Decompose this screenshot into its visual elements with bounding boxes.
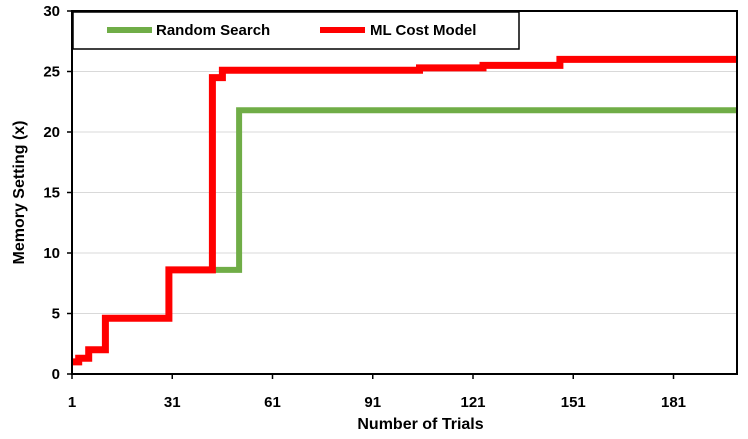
x-tick-label: 1 (68, 394, 76, 411)
y-tick-label: 10 (43, 245, 60, 262)
x-axis-title: Number of Trials (357, 416, 483, 433)
y-tick-label: 30 (43, 3, 60, 20)
y-tick-label: 0 (52, 366, 60, 383)
legend-label: Random Search (156, 22, 270, 39)
x-tick-label: 151 (561, 394, 586, 411)
x-tick-label: 121 (460, 394, 485, 411)
x-tick-label: 61 (264, 394, 281, 411)
y-tick-label: 15 (43, 185, 60, 202)
legend: Random Search ML Cost Model (72, 11, 520, 50)
y-tick-label: 25 (43, 64, 60, 81)
y-tick-label: 5 (52, 306, 60, 323)
series-layer (72, 55, 737, 366)
series-line-ml-cost-model (72, 55, 737, 366)
x-tick-label: 91 (364, 394, 381, 411)
legend-label: ML Cost Model (370, 22, 476, 39)
y-axis-title: Memory Setting (x) (11, 120, 28, 264)
y-tick-label: 20 (43, 124, 60, 141)
ticks: 0 5 10 15 20 25 30 1 31 61 91 121 151 181 (43, 3, 686, 411)
x-tick-label: 31 (164, 394, 181, 411)
x-tick-label: 181 (661, 394, 686, 411)
series-line-random-search (72, 107, 737, 365)
